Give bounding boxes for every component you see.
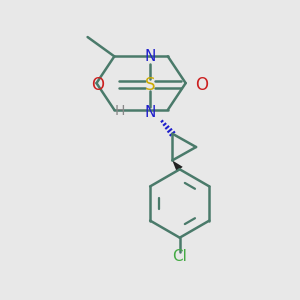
Text: Cl: Cl: [172, 249, 187, 264]
Text: N: N: [144, 105, 156, 120]
Text: H: H: [115, 104, 125, 118]
Text: N: N: [144, 49, 156, 64]
Text: O: O: [92, 76, 104, 94]
Text: S: S: [145, 76, 155, 94]
Polygon shape: [172, 160, 183, 172]
Text: O: O: [196, 76, 208, 94]
